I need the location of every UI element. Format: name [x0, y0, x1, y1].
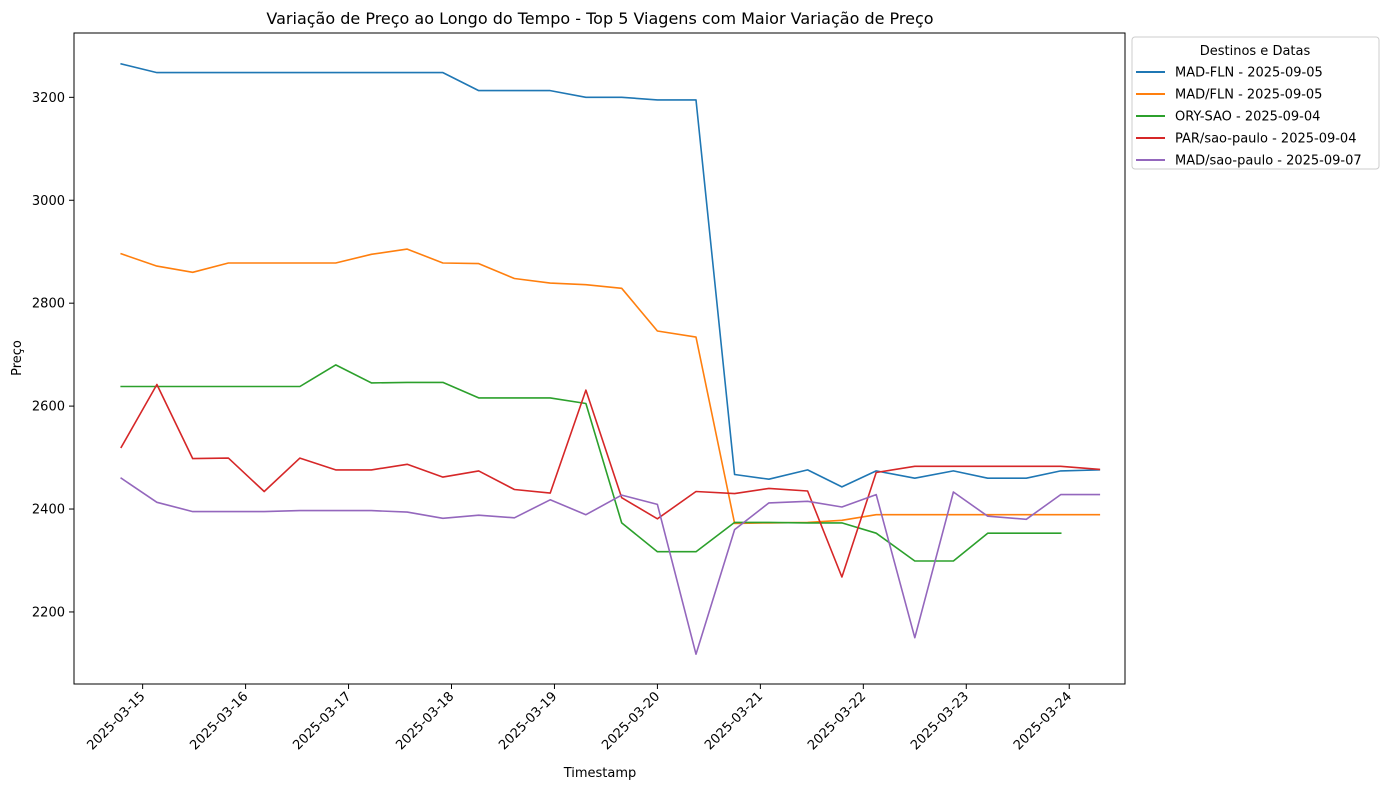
legend-label: MAD/sao-paulo - 2025-09-07	[1175, 154, 1362, 169]
plot-area-frame	[73, 32, 1126, 685]
legend-entry: PAR/sao-paulo - 2025-09-04	[1136, 132, 1356, 147]
legend-entry: MAD/sao-paulo - 2025-09-07	[1136, 154, 1362, 169]
series-4	[120, 383, 1101, 578]
y-tick-label: 2600	[32, 400, 65, 415]
x-axis-label: Timestamp	[563, 766, 637, 781]
chart-title: Variação de Preço ao Longo do Tempo - To…	[266, 9, 933, 28]
series-1	[120, 62, 1101, 488]
y-tick-label: 2800	[32, 297, 65, 312]
x-tick-label: 2025-03-18	[393, 689, 457, 753]
y-axis: 2200 2400 2600 2800 3000 3200	[32, 91, 74, 620]
series-3	[120, 364, 1062, 562]
x-tick-label: 2025-03-21	[702, 689, 766, 753]
legend-entry: MAD/FLN - 2025-09-05	[1136, 88, 1322, 103]
x-tick-label: 2025-03-23	[908, 689, 972, 753]
x-tick-label: 2025-03-15	[84, 689, 148, 753]
x-tick-label: 2025-03-24	[1011, 689, 1075, 753]
x-tick-label: 2025-03-19	[496, 689, 560, 753]
series-line	[120, 248, 1101, 525]
legend-entry: MAD-FLN - 2025-09-05	[1136, 66, 1323, 81]
series-layer	[120, 62, 1101, 656]
series-line	[120, 383, 1101, 578]
series-2	[120, 248, 1101, 525]
y-tick-label: 3000	[32, 194, 65, 209]
x-tick-label: 2025-03-22	[805, 689, 869, 753]
legend-label: PAR/sao-paulo - 2025-09-04	[1175, 132, 1356, 147]
legend-label: MAD-FLN - 2025-09-05	[1175, 66, 1323, 81]
legend-title: Destinos e Datas	[1200, 44, 1311, 59]
series-line	[120, 477, 1101, 656]
x-tick-label: 2025-03-17	[290, 689, 354, 753]
y-tick-label: 3200	[32, 91, 65, 106]
legend-label: ORY-SAO - 2025-09-04	[1175, 110, 1320, 125]
x-axis: 2025-03-15 2025-03-16 2025-03-17 2025-03-18…	[84, 684, 1075, 753]
legend-entry: ORY-SAO - 2025-09-04	[1136, 110, 1320, 125]
y-tick-label: 2200	[32, 605, 65, 620]
legend-label: MAD/FLN - 2025-09-05	[1175, 88, 1322, 103]
legend-frame	[1131, 36, 1380, 170]
y-axis-label: Preço	[10, 340, 25, 376]
series-5	[120, 477, 1101, 656]
x-tick-label: 2025-03-20	[599, 689, 663, 753]
legend-entries: MAD-FLN - 2025-09-05 MAD/FLN - 2025-09-05…	[1136, 66, 1362, 169]
legend: Destinos e Datas MAD-FLN - 2025-09-05MAD…	[1131, 36, 1380, 170]
y-tick-label: 2400	[32, 503, 65, 518]
series-line	[120, 364, 1062, 562]
series-line	[120, 62, 1101, 488]
x-tick-label: 2025-03-16	[187, 689, 251, 753]
